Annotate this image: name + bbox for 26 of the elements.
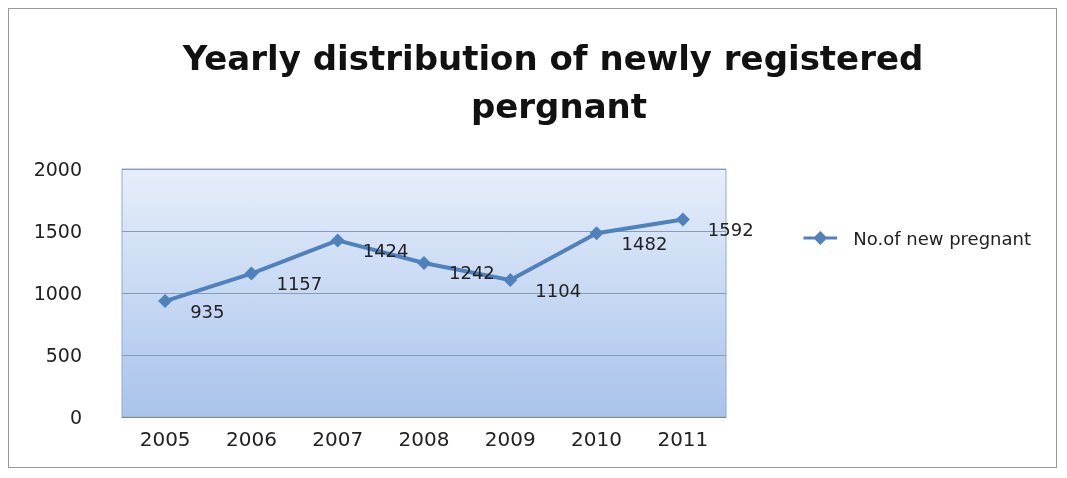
data-label: 1592 bbox=[707, 219, 754, 241]
x-tick-label: 2009 bbox=[484, 427, 536, 451]
point bbox=[158, 294, 173, 309]
x-tick-label: 2008 bbox=[398, 427, 450, 451]
x-tick-label: 2005 bbox=[139, 427, 191, 451]
y-tick-label: 2000 bbox=[33, 158, 82, 180]
x-tick-label: 2007 bbox=[312, 427, 364, 451]
x-tick-label: 2006 bbox=[225, 427, 277, 451]
y-tick-label: 1000 bbox=[33, 282, 82, 304]
chart-title: Yearly distribution of newly registered pergnant bbox=[181, 38, 936, 126]
point bbox=[675, 212, 690, 227]
data-label: 935 bbox=[190, 300, 225, 322]
point bbox=[589, 226, 604, 241]
point bbox=[244, 266, 259, 281]
point bbox=[330, 233, 345, 248]
point bbox=[417, 255, 431, 270]
y-tick-label: 0 bbox=[69, 406, 82, 428]
x-tick-label: 2011 bbox=[657, 427, 709, 451]
data-label: 1482 bbox=[621, 232, 668, 254]
y-tick-label: 500 bbox=[45, 344, 82, 366]
data-label: 1104 bbox=[535, 279, 582, 301]
point bbox=[503, 273, 518, 288]
data-label: 1157 bbox=[276, 273, 323, 295]
x-tick-label: 2010 bbox=[571, 427, 623, 451]
y-tick-label: 1500 bbox=[33, 220, 82, 242]
legend-label: No.of new pregnant bbox=[853, 227, 1031, 249]
